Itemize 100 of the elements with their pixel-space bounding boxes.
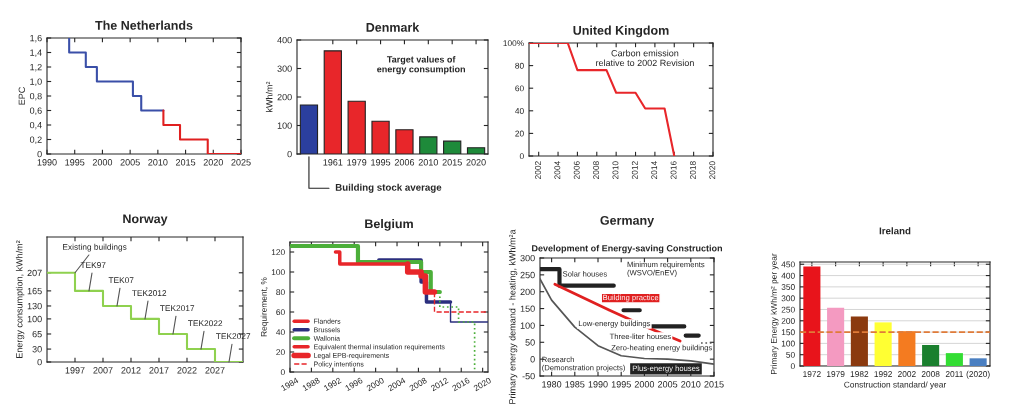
y-axis-title: EPC bbox=[18, 87, 26, 105]
chart-subtitle: Development of Energy-saving Construction bbox=[532, 244, 722, 254]
y-tick-label: 65 bbox=[32, 330, 42, 338]
x-tick-label: 2005 bbox=[120, 159, 140, 166]
x-tick-label: 1979 bbox=[347, 159, 367, 166]
y-tick-label: 0,2 bbox=[29, 136, 42, 144]
annotation: TEK2017 bbox=[160, 305, 195, 312]
annotation: Carbon emission relative to 2002 Revision bbox=[596, 49, 694, 67]
y-tick-label: 120 bbox=[271, 249, 285, 256]
y-tick-label: 207 bbox=[27, 269, 42, 277]
x-tick-label: 2011 bbox=[945, 371, 963, 377]
y-tick-label: 30 bbox=[32, 346, 42, 353]
x-tick-label: 2008 bbox=[921, 371, 940, 377]
x-tick-label: 1996 bbox=[344, 377, 364, 392]
chart-title: Belgium bbox=[365, 219, 413, 231]
y-tick-label: 100% bbox=[503, 40, 524, 47]
x-tick-label: 2004 bbox=[387, 377, 406, 392]
y-tick-label: 300 bbox=[520, 254, 535, 262]
x-tick-label: 1992 bbox=[874, 371, 892, 377]
y-tick-label: 200 bbox=[781, 317, 795, 324]
y-axis-title: Requirement, % bbox=[260, 277, 269, 337]
y-tick-label: 0,4 bbox=[29, 121, 42, 130]
y-tick-label: 400 bbox=[781, 272, 795, 279]
x-tick-label: 1990 bbox=[588, 381, 608, 388]
x-tick-label: 2016 bbox=[451, 377, 471, 392]
y-tick-label: 20 bbox=[515, 130, 524, 137]
x-tick-label: 2020 bbox=[466, 159, 486, 166]
x-tick-label: 1961 bbox=[323, 159, 343, 166]
y-tick-label: 100 bbox=[271, 269, 285, 276]
x-tick-label: 1982 bbox=[850, 371, 869, 377]
x-tick-label: 2012 bbox=[631, 161, 638, 179]
x-tick-label: 1972 bbox=[803, 371, 821, 377]
y-tick-label: 80 bbox=[276, 289, 285, 296]
x-tick-label: 2018 bbox=[689, 161, 696, 179]
x-tick-label: 2015 bbox=[175, 159, 196, 166]
annotation: Target values of energy consumption bbox=[377, 55, 465, 75]
y-tick-label: 100 bbox=[781, 340, 795, 347]
chart-title: Ireland bbox=[879, 227, 911, 235]
x-tick-label: 1995 bbox=[611, 381, 631, 388]
y-tick-label: 1,2 bbox=[30, 63, 42, 72]
y-tick-label: 0 bbox=[280, 369, 285, 376]
y-axis-title: Primary energy demand - heating, kWh/m²a bbox=[508, 229, 518, 404]
x-tick-label: 1995 bbox=[65, 159, 85, 166]
y-tick-label: 250 bbox=[520, 271, 535, 279]
y-tick-label: 100 bbox=[27, 315, 42, 323]
y-tick-label: 1,6 bbox=[30, 34, 42, 43]
x-tick-label: 1992 bbox=[323, 377, 342, 392]
x-tick-label: 2010 bbox=[148, 159, 168, 166]
annotation: TEK2012 bbox=[132, 290, 167, 296]
x-tick-label: 2000 bbox=[634, 381, 655, 388]
y-tick-label: 20 bbox=[276, 349, 285, 356]
x-tick-label: 2027 bbox=[205, 367, 225, 374]
y-tick-label: 40 bbox=[515, 108, 524, 114]
y-tick-label: 400 bbox=[277, 36, 292, 44]
text: Building stock average bbox=[335, 183, 442, 193]
x-tick-label: 1995 bbox=[371, 159, 391, 166]
x-tick-label: 2017 bbox=[149, 367, 169, 374]
annotation: TEK97 bbox=[80, 262, 106, 268]
y-tick-label: 0,8 bbox=[29, 92, 42, 101]
chart-title: United Kingdom bbox=[573, 25, 669, 38]
chart-title: Norway bbox=[123, 214, 168, 226]
x-tick-label: 2016 bbox=[670, 161, 677, 179]
x-axis-title: Construction standard/ year bbox=[844, 381, 947, 390]
y-tick-label: 300 bbox=[277, 65, 292, 72]
x-tick-label: 2006 bbox=[394, 159, 415, 166]
x-tick-label: 2020 bbox=[203, 159, 223, 166]
y-axis-title: Primary Energy kWh/m² per year bbox=[770, 253, 779, 374]
y-tick-label: -50 bbox=[522, 372, 535, 380]
y-tick-label: 60 bbox=[276, 309, 285, 316]
x-tick-label: 2000 bbox=[92, 159, 113, 166]
y-tick-label: 100 bbox=[520, 322, 535, 329]
x-tick-label: 2002 bbox=[898, 371, 916, 377]
x-tick-label: (2020) bbox=[966, 370, 990, 379]
x-tick-label: 2020 bbox=[473, 377, 492, 392]
y-tick-label: 100 bbox=[277, 122, 292, 129]
y-tick-label: 80 bbox=[515, 62, 524, 69]
x-tick-label: 1979 bbox=[826, 371, 845, 377]
x-tick-label: 2020 bbox=[709, 161, 716, 179]
y-tick-label: 150 bbox=[520, 305, 535, 312]
x-tick-label: 2012 bbox=[121, 367, 141, 374]
x-tick-label: 2005 bbox=[658, 381, 678, 388]
x-tick-label: 2002 bbox=[535, 161, 541, 179]
x-tick-label: 2000 bbox=[366, 377, 385, 392]
x-tick-label: 2007 bbox=[93, 367, 113, 374]
y-tick-label: 0 bbox=[287, 150, 292, 158]
y-tick-label: 0,6 bbox=[29, 107, 42, 115]
x-tick-label: 1985 bbox=[565, 381, 585, 388]
x-tick-label: 2022 bbox=[177, 367, 197, 374]
x-tick-label: 2004 bbox=[554, 161, 561, 179]
y-tick-label: 165 bbox=[27, 287, 42, 295]
y-tick-label: 40 bbox=[276, 329, 285, 336]
chart-title: Germany bbox=[600, 215, 655, 228]
x-tick-label: 1984 bbox=[280, 377, 299, 392]
x-tick-label: 2015 bbox=[704, 381, 724, 388]
x-tick-label: 1980 bbox=[542, 381, 562, 388]
y-tick-label: 0 bbox=[790, 363, 795, 370]
x-tick-label: 2008 bbox=[593, 161, 600, 179]
x-tick-label: 2025 bbox=[231, 159, 251, 166]
y-tick-label: 200 bbox=[520, 288, 535, 296]
y-tick-label: 1,0 bbox=[30, 78, 42, 86]
